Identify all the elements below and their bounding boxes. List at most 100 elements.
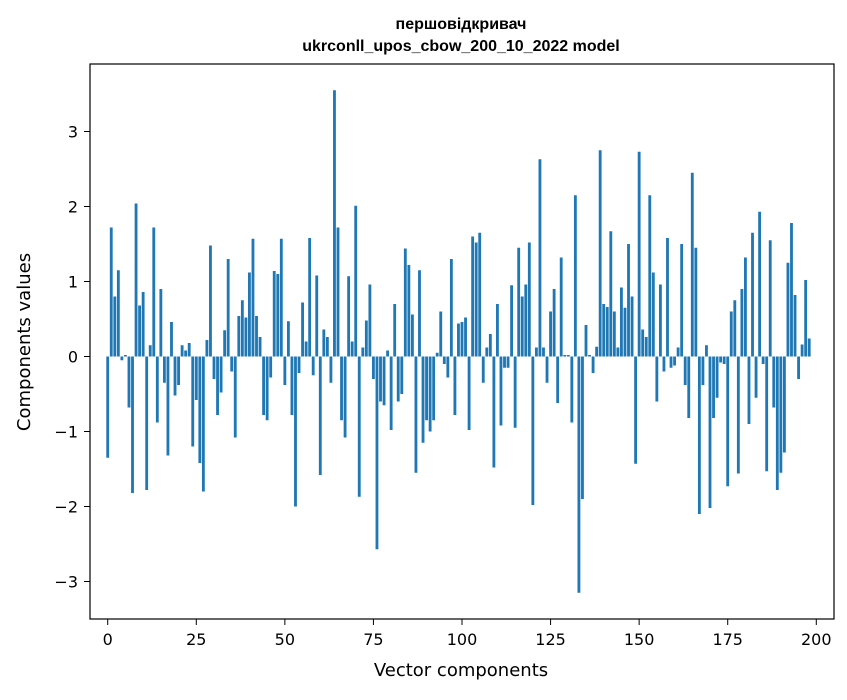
- bar-component-79: [386, 350, 390, 357]
- bar-component-143: [612, 311, 616, 357]
- bar-component-5: [124, 355, 127, 357]
- bar-component-151: [641, 329, 645, 357]
- chart-title-line1: першовідкривач: [396, 16, 527, 33]
- bar-component-43: [258, 337, 262, 357]
- bar-component-29: [209, 245, 212, 357]
- bar-component-44: [262, 356, 266, 415]
- bar-component-180: [744, 257, 747, 357]
- bar-component-153: [648, 195, 652, 357]
- bar-component-60: [318, 356, 322, 475]
- bar-component-14: [155, 356, 159, 423]
- bar-component-119: [527, 242, 531, 357]
- bars-group: [106, 90, 811, 593]
- bar-component-124: [545, 356, 549, 383]
- bar-component-126: [552, 289, 556, 357]
- y-axis-ticks: −3 −2 −1 0 1 2 3: [54, 123, 90, 592]
- bar-component-189: [775, 356, 779, 490]
- bar-component-120: [531, 356, 535, 505]
- bar-component-162: [680, 244, 684, 357]
- bar-component-154: [651, 272, 655, 357]
- bar-component-49: [279, 238, 283, 357]
- bar-component-76: [375, 356, 379, 550]
- bar-component-100: [460, 322, 464, 357]
- bar-component-38: [240, 300, 244, 357]
- bar-component-10: [141, 292, 145, 357]
- bar-component-56: [304, 341, 308, 357]
- bar-component-141: [605, 307, 609, 357]
- bar-component-99: [457, 323, 460, 357]
- bar-component-58: [311, 356, 315, 376]
- y-tick-label: −2: [54, 498, 78, 517]
- bar-component-140: [602, 304, 606, 357]
- bar-component-24: [191, 356, 195, 447]
- y-tick-label: −3: [54, 573, 78, 592]
- bar-component-82: [396, 356, 400, 402]
- bar-component-104: [474, 242, 478, 357]
- x-tick-label: 125: [535, 630, 566, 649]
- bar-component-90: [425, 356, 428, 421]
- bar-component-188: [772, 356, 776, 408]
- bar-component-8: [134, 203, 138, 357]
- bar-component-85: [407, 265, 411, 357]
- bar-component-39: [244, 317, 248, 357]
- y-tick-label: −1: [54, 423, 78, 442]
- y-tick-label: 3: [68, 123, 78, 142]
- bar-component-2: [113, 296, 117, 357]
- bar-component-132: [573, 195, 577, 357]
- x-axis-ticks: 0 25 50 75 100 125 150 175 200: [103, 619, 832, 649]
- bar-component-169: [705, 345, 708, 357]
- bar-component-111: [499, 356, 503, 426]
- bar-component-54: [297, 356, 301, 373]
- y-axis-label: Components values: [14, 253, 35, 431]
- bar-component-1: [109, 227, 113, 357]
- bar-component-37: [237, 316, 241, 357]
- bar-component-144: [616, 347, 620, 357]
- bar-component-172: [715, 356, 719, 398]
- bar-component-123: [542, 347, 545, 357]
- bar-component-91: [428, 356, 432, 432]
- bar-component-112: [503, 356, 506, 368]
- bar-component-163: [683, 356, 687, 385]
- bar-component-59: [315, 275, 319, 357]
- x-axis-label: Vector components: [374, 660, 548, 681]
- bar-component-18: [170, 322, 173, 357]
- bar-component-113: [506, 356, 510, 368]
- bar-component-176: [729, 311, 733, 357]
- bar-component-52: [290, 356, 294, 415]
- x-tick-label: 75: [363, 630, 383, 649]
- x-tick-label: 0: [103, 630, 113, 649]
- bar-component-20: [177, 356, 180, 385]
- bar-component-157: [662, 356, 666, 372]
- bar-component-160: [673, 356, 676, 366]
- bar-component-34: [226, 259, 230, 357]
- bar-component-33: [223, 330, 227, 357]
- bar-component-36: [233, 356, 237, 438]
- bar-component-106: [481, 356, 485, 383]
- x-tick-label: 100: [447, 630, 478, 649]
- bar-component-66: [340, 356, 343, 421]
- bar-component-195: [797, 356, 800, 379]
- bar-component-69: [350, 341, 354, 357]
- bar-component-191: [782, 356, 786, 453]
- bar-component-165: [690, 172, 694, 357]
- bar-component-109: [492, 356, 496, 468]
- bar-component-178: [736, 356, 740, 474]
- bar-component-194: [793, 295, 797, 357]
- bar-component-61: [322, 329, 326, 357]
- bar-component-83: [400, 356, 404, 394]
- bar-component-129: [563, 355, 567, 357]
- bar-component-182: [751, 232, 754, 357]
- bar-component-190: [779, 356, 783, 473]
- bar-component-128: [559, 257, 563, 357]
- bar-component-155: [655, 356, 659, 402]
- bar-component-96: [446, 356, 450, 378]
- bar-component-71: [357, 356, 361, 497]
- bar-component-146: [623, 307, 627, 357]
- bar-component-19: [173, 356, 177, 396]
- bar-component-80: [389, 356, 393, 430]
- bar-component-63: [329, 356, 333, 383]
- bar-component-23: [187, 343, 191, 357]
- bar-component-127: [556, 356, 560, 403]
- bar-component-149: [634, 356, 638, 464]
- bar-component-77: [379, 356, 382, 402]
